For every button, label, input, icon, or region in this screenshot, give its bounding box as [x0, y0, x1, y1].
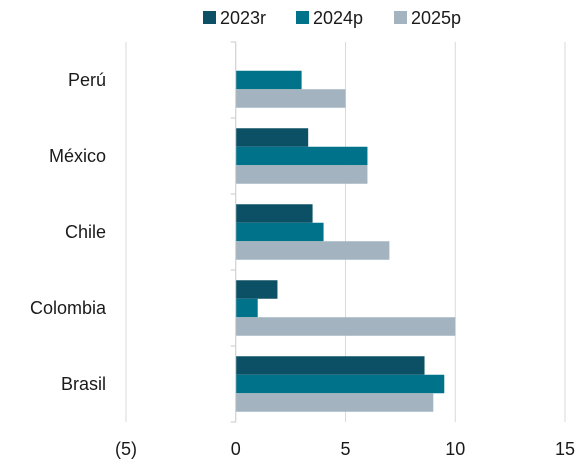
legend: 2023r 2024p 2025p: [203, 8, 461, 28]
bar-2024p-Chile: [235, 222, 324, 242]
category-label: Colombia: [30, 298, 107, 318]
x-tick-label: 0: [231, 439, 241, 459]
legend-swatch: [394, 11, 407, 24]
bar-2025p-Chile: [235, 241, 390, 260]
bar-2024p-Colombia: [235, 298, 258, 318]
category-label: Chile: [65, 222, 106, 242]
bar-2025p-Perú: [235, 89, 346, 108]
category-label: Brasil: [61, 374, 106, 394]
x-tick-labels: (5) 0 5 10 15: [115, 439, 575, 459]
x-tick-label: 10: [445, 439, 465, 459]
bar-2025p-México: [235, 165, 368, 184]
bar-2023r-Brasil: [235, 356, 425, 375]
x-tick-label: (5): [115, 439, 137, 459]
bar-2023r-Chile: [235, 204, 313, 223]
x-tick-label: 15: [555, 439, 575, 459]
legend-label: 2025p: [411, 8, 461, 28]
bar-2024p-Perú: [235, 70, 302, 90]
bar-2025p-Colombia: [235, 317, 456, 336]
bar-2023r-Colombia: [235, 280, 278, 299]
category-labels: Perú México Chile Colombia Brasil: [30, 70, 107, 394]
legend-label: 2024p: [313, 8, 363, 28]
y-axis: [230, 41, 237, 423]
category-label: México: [49, 146, 106, 166]
category-label: Perú: [68, 70, 106, 90]
legend-swatch: [296, 11, 309, 24]
legend-swatch: [203, 11, 216, 24]
bars: [235, 52, 456, 412]
bar-2024p-Brasil: [235, 374, 445, 394]
x-tick-label: 5: [340, 439, 350, 459]
bar-2023r-México: [235, 128, 309, 147]
bar-2025p-Brasil: [235, 393, 434, 412]
bar-2024p-México: [235, 146, 368, 166]
legend-label: 2023r: [220, 8, 266, 28]
